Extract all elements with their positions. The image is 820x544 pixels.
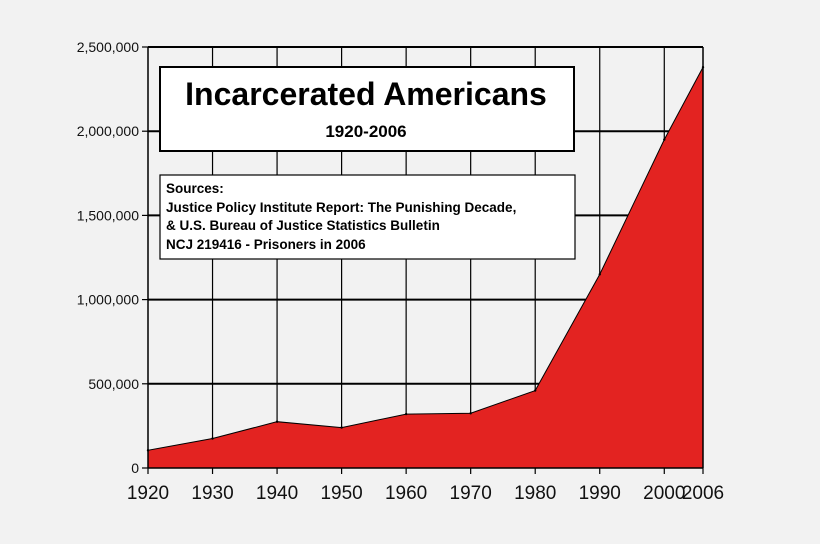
- label-layer: 0 500,000 1,000,000 1,500,000 2,000,000 2,500…: [77, 39, 724, 504]
- y-tick-label: 1,500,000: [77, 207, 139, 223]
- chart-subtitle: 1920-2006: [325, 122, 406, 141]
- sources-box: Sources: Justice Policy Institute Report…: [159, 174, 576, 260]
- sources-line-3: NCJ 219416 - Prisoners in 2006: [166, 237, 366, 252]
- data-point: [534, 389, 537, 392]
- chart-title: Incarcerated Americans: [185, 76, 547, 112]
- data-point: [211, 437, 214, 440]
- y-tick-label: 0: [131, 460, 139, 476]
- x-tick-label: 1980: [514, 483, 556, 504]
- data-point: [663, 138, 666, 141]
- sources-line-1: Justice Policy Institute Report: The Pun…: [166, 200, 516, 215]
- x-tick-label: 1990: [579, 483, 621, 504]
- x-tick-label: 1930: [191, 483, 233, 504]
- data-point: [275, 420, 279, 423]
- y-tick-label: 500,000: [88, 376, 139, 392]
- title-box: Incarcerated Americans 1920-2006: [159, 66, 575, 152]
- data-point: [404, 412, 408, 416]
- x-tick-label: 1950: [320, 483, 362, 504]
- data-point: [340, 426, 343, 429]
- axis-layer: [142, 46, 704, 474]
- y-tick-label: 2,000,000: [77, 123, 139, 139]
- data-point: [598, 273, 601, 276]
- y-tick-label: 1,000,000: [77, 292, 139, 308]
- title-box-frame: [159, 66, 575, 152]
- x-tick-label: 1960: [385, 483, 427, 504]
- y-tick-label: 2,500,000: [77, 39, 139, 55]
- x-tick-label: 2006: [682, 483, 724, 504]
- x-tick-label: 1920: [127, 483, 169, 504]
- data-point: [469, 412, 472, 415]
- sources-heading: Sources:: [166, 181, 224, 196]
- sources-line-2: & U.S. Bureau of Justice Statistics Bull…: [166, 218, 440, 233]
- x-tick-label: 1970: [450, 483, 492, 504]
- sources-box-frame: [159, 174, 576, 260]
- x-tick-label: 2000: [643, 483, 685, 504]
- x-tick-label: 1940: [256, 483, 298, 504]
